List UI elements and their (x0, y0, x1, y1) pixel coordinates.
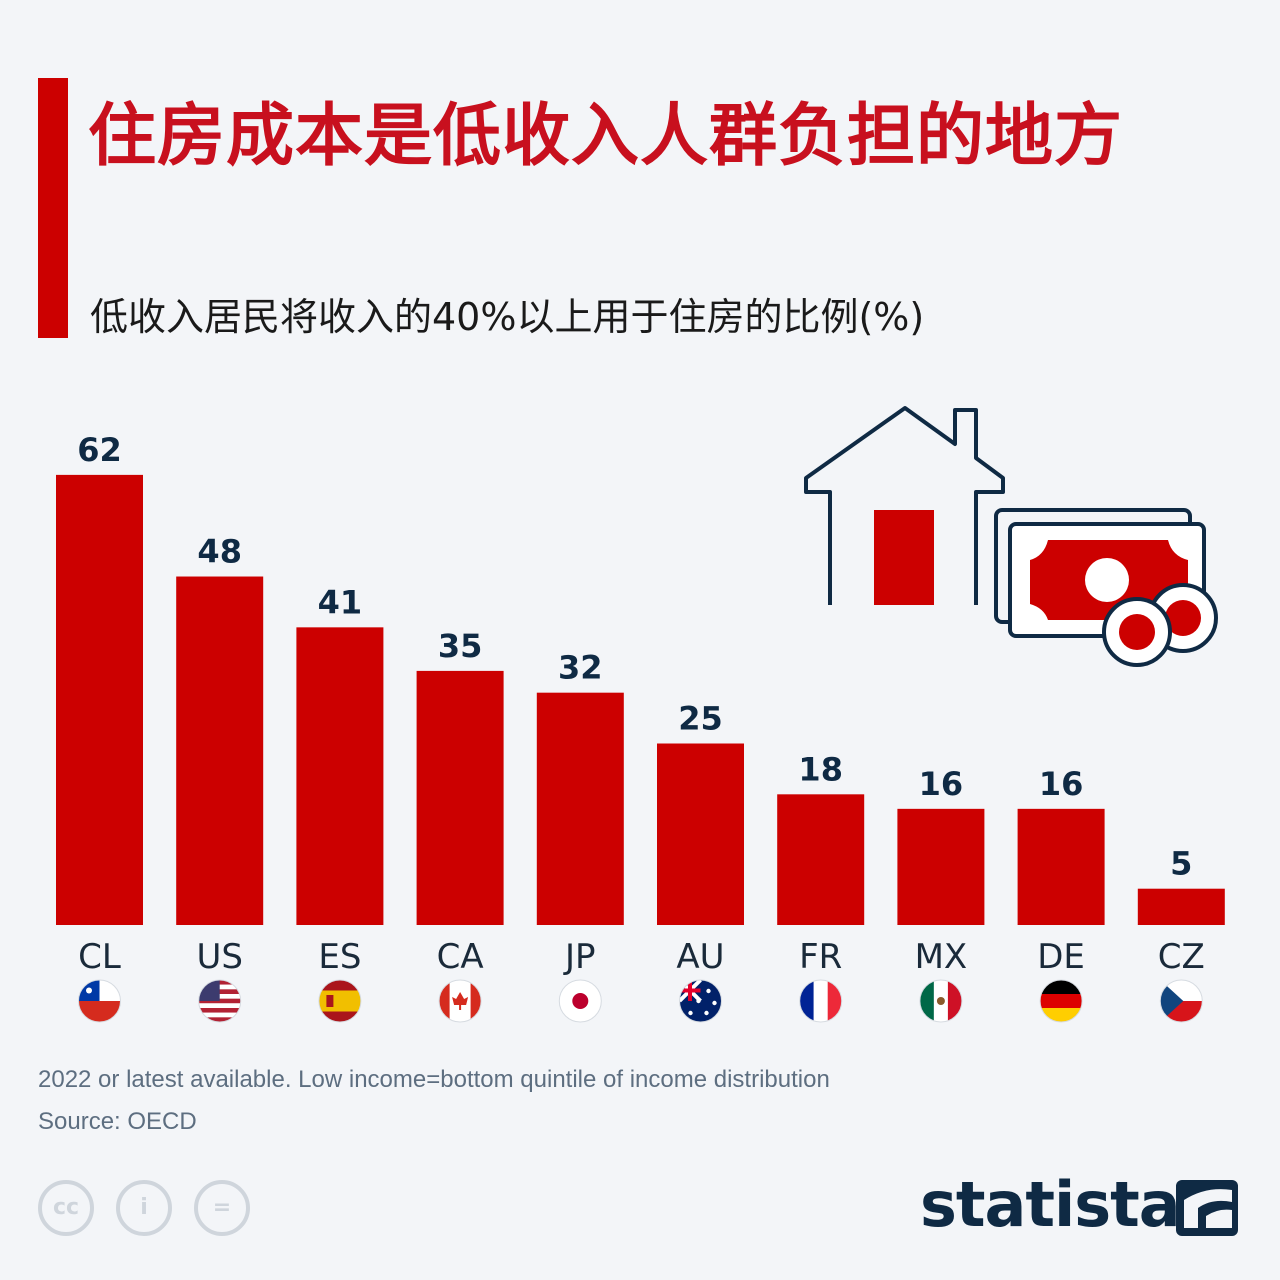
usa-flag-icon (198, 979, 242, 1023)
category-label-jp: JP (563, 937, 596, 977)
bar-fr (777, 794, 865, 925)
chart-title: 住房成本是低收入人群负担的地方 (88, 97, 1124, 176)
value-label-cl: 62 (77, 431, 122, 469)
chart-footnote: 2022 or latest available. Low income=bot… (38, 1066, 830, 1093)
bar-de (1017, 808, 1105, 925)
value-label-us: 48 (197, 533, 242, 571)
category-label-au: AU (676, 937, 724, 977)
value-label-au: 25 (678, 700, 723, 738)
category-label-ca: CA (437, 937, 484, 977)
germany-flag-icon (1039, 979, 1083, 1023)
category-label-de: DE (1037, 937, 1085, 977)
category-label-cl: CL (78, 937, 121, 977)
title-accent-bar (38, 78, 68, 338)
australia-flag-icon (679, 979, 722, 1023)
value-label-es: 41 (318, 583, 363, 621)
bar-cz (1137, 888, 1225, 925)
category-label-us: US (196, 937, 242, 977)
statista-logo[interactable]: statista (920, 1168, 1181, 1241)
chart-source: Source: OECD (38, 1108, 197, 1135)
value-label-mx: 16 (919, 765, 964, 803)
value-label-de: 16 (1039, 765, 1084, 803)
france-flag-icon (799, 979, 843, 1023)
category-label-es: ES (318, 937, 361, 977)
bar-es (296, 627, 384, 925)
value-label-ca: 35 (438, 627, 483, 665)
value-label-fr: 18 (798, 750, 843, 788)
category-label-cz: CZ (1158, 937, 1205, 977)
category-label-mx: MX (915, 937, 968, 977)
house-icon (804, 406, 1005, 605)
chart-subtitle: 低收入居民将收入的40%以上用于住房的比例(%) (90, 295, 925, 339)
chile-flag-icon (78, 979, 121, 1023)
value-label-jp: 32 (558, 649, 603, 687)
statista-mark-icon (1176, 1180, 1238, 1236)
bar-ca (416, 670, 504, 925)
bar-mx (897, 808, 985, 925)
czech-flag-icon (1159, 979, 1203, 1023)
bar-au (657, 743, 744, 925)
bar-chart: 62 CL 48 US 41 ES 35 CA 32 JP 25 AU 18 FR 16 MX 16 DE 5 CZ (56, 406, 1225, 1023)
cc-icon[interactable]: cc (38, 1180, 94, 1236)
mexico-flag-icon (919, 979, 963, 1023)
bar-us (176, 576, 264, 925)
no-derivatives-icon[interactable]: = (194, 1180, 250, 1236)
canada-flag-icon (438, 979, 482, 1023)
bar-cl (56, 474, 143, 925)
value-label-cz: 5 (1170, 845, 1192, 883)
spain-flag-icon (318, 979, 362, 1023)
attribution-icon[interactable]: i (116, 1180, 172, 1236)
banknote-coins-icon (994, 508, 1218, 667)
category-label-fr: FR (799, 937, 842, 977)
bar-jp (536, 692, 624, 925)
japan-flag-icon (558, 979, 602, 1023)
